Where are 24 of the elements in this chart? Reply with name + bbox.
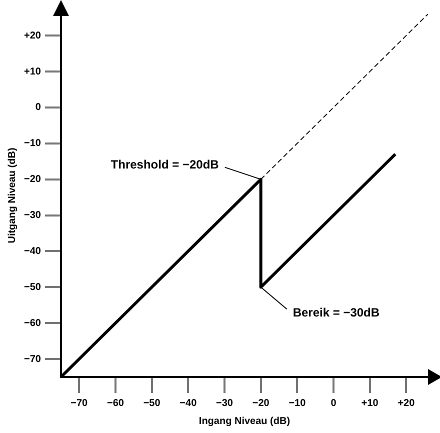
x-tick-label: +10 [361,398,379,409]
y-tick-label: −20 [24,174,42,186]
x-tick-label: +20 [398,398,416,409]
x-tick-label: −70 [70,398,88,409]
x-tick-label: −20 [252,398,270,409]
y-tick-label: +10 [24,66,42,78]
x-axis-title: Ingang Niveau (dB) [198,416,290,427]
y-tick-label: −30 [24,210,42,222]
y-tick-label: −70 [24,354,42,365]
annotation: Threshold = −20dB [110,158,220,172]
x-tick-label: −50 [143,398,161,409]
annotation: Bereik = −30dB [292,305,380,320]
x-tick-label: 0 [330,398,337,409]
y-tick-label: 0 [35,102,42,114]
y-tick-label: −40 [24,246,42,257]
x-tick-label: −10 [288,398,306,409]
y-axis-title: Uitgang Niveau (dB) [6,148,18,244]
y-tick-label: −50 [24,282,42,293]
y-tick-label: −10 [24,138,42,150]
x-tick-label: −30 [216,398,234,409]
x-tick-label: −40 [180,398,198,409]
y-tick-label: +20 [24,30,42,42]
x-tick-label: −60 [106,398,124,409]
y-tick-label: −60 [24,318,42,329]
